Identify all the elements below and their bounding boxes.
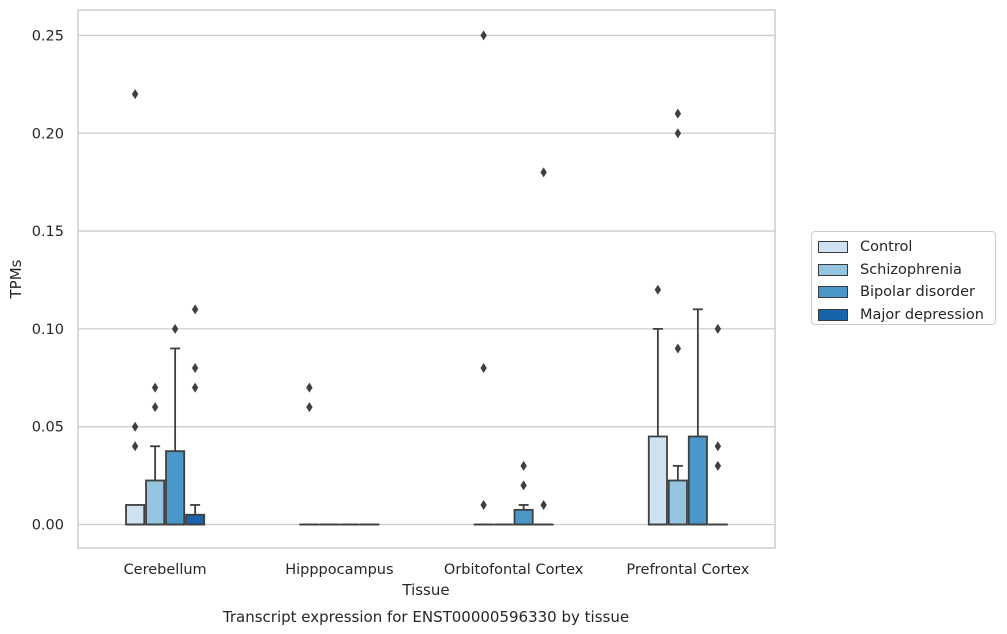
outlier-point bbox=[520, 460, 527, 471]
outlier-point bbox=[191, 304, 199, 315]
x-tick-label: Cerebellum bbox=[124, 562, 207, 578]
outlier-point bbox=[171, 323, 179, 334]
box-group bbox=[667, 108, 688, 526]
outlier-point bbox=[131, 421, 139, 432]
legend-label: Schizophrenia bbox=[860, 261, 962, 278]
outlier-point bbox=[480, 363, 487, 374]
box-group bbox=[299, 382, 320, 526]
x-axis-label: Tissue bbox=[401, 581, 449, 599]
legend: Control Schizophrenia Bipolar disorder Majo… bbox=[811, 231, 996, 325]
x-tick-label: Hipppocampus bbox=[285, 562, 393, 578]
legend-swatch bbox=[818, 308, 848, 321]
outlier-point bbox=[540, 499, 547, 510]
box-group bbox=[533, 167, 554, 526]
legend-item: Schizophrenia bbox=[818, 259, 995, 282]
x-tick-label: Prefrontal Cortex bbox=[626, 562, 749, 578]
y-tick-label: 0.25 bbox=[32, 28, 64, 44]
y-tick-label: 0.00 bbox=[32, 518, 64, 534]
box bbox=[145, 479, 166, 526]
chart-marks bbox=[125, 30, 728, 526]
outlier-point bbox=[151, 382, 159, 393]
outlier-point bbox=[480, 499, 487, 510]
legend-item: Control bbox=[818, 236, 995, 259]
y-tick-label: 0.10 bbox=[32, 322, 64, 338]
box-group bbox=[687, 308, 708, 526]
outlier-point bbox=[674, 128, 682, 139]
y-tick-label: 0.20 bbox=[32, 126, 64, 142]
legend-swatch bbox=[818, 286, 848, 299]
x-axis-ticks: Cerebellum Hipppocampus Orbitofontal Corte… bbox=[124, 562, 750, 578]
legend-swatch bbox=[818, 263, 848, 276]
x-tick-label: Orbitofontal Cortex bbox=[444, 562, 584, 578]
outlier-point bbox=[674, 108, 682, 119]
legend-item: Major depression bbox=[818, 304, 995, 327]
box bbox=[125, 504, 146, 526]
box bbox=[513, 508, 534, 526]
box bbox=[165, 450, 186, 526]
outlier-point bbox=[306, 382, 313, 393]
box-group bbox=[165, 323, 186, 526]
chart-caption: Transcript expression for ENST0000059633… bbox=[222, 608, 629, 626]
outlier-point bbox=[674, 343, 682, 354]
box-group bbox=[145, 382, 166, 526]
outlier-point bbox=[714, 441, 722, 452]
outlier-point bbox=[520, 480, 527, 491]
legend-label: Control bbox=[860, 239, 913, 256]
box-group bbox=[647, 284, 668, 526]
outlier-point bbox=[131, 441, 139, 452]
outlier-point bbox=[191, 363, 199, 374]
legend-swatch bbox=[818, 241, 848, 254]
legend-label: Bipolar disorder bbox=[860, 284, 975, 301]
box-group bbox=[473, 30, 494, 526]
box bbox=[667, 479, 688, 526]
box bbox=[647, 435, 668, 526]
box bbox=[185, 513, 206, 526]
box-group bbox=[513, 460, 534, 526]
outlier-point bbox=[480, 30, 487, 41]
box bbox=[687, 435, 708, 526]
box-group bbox=[185, 304, 206, 526]
outlier-point bbox=[714, 323, 722, 334]
legend-item: Bipolar disorder bbox=[818, 281, 995, 304]
outlier-point bbox=[654, 284, 662, 295]
outlier-point bbox=[151, 402, 159, 413]
outlier-point bbox=[191, 382, 199, 393]
y-tick-label: 0.05 bbox=[32, 420, 64, 436]
y-axis-label: TPMs bbox=[7, 259, 25, 299]
outlier-point bbox=[714, 460, 722, 471]
y-tick-label: 0.15 bbox=[32, 224, 64, 240]
legend-label: Major depression bbox=[860, 306, 984, 323]
outlier-point bbox=[131, 89, 139, 100]
box-group bbox=[707, 323, 728, 526]
box-group bbox=[125, 89, 146, 526]
outlier-point bbox=[540, 167, 547, 178]
y-axis-ticks: 0.00 0.05 0.10 0.15 0.20 0.25 bbox=[32, 28, 64, 533]
outlier-point bbox=[306, 402, 313, 413]
